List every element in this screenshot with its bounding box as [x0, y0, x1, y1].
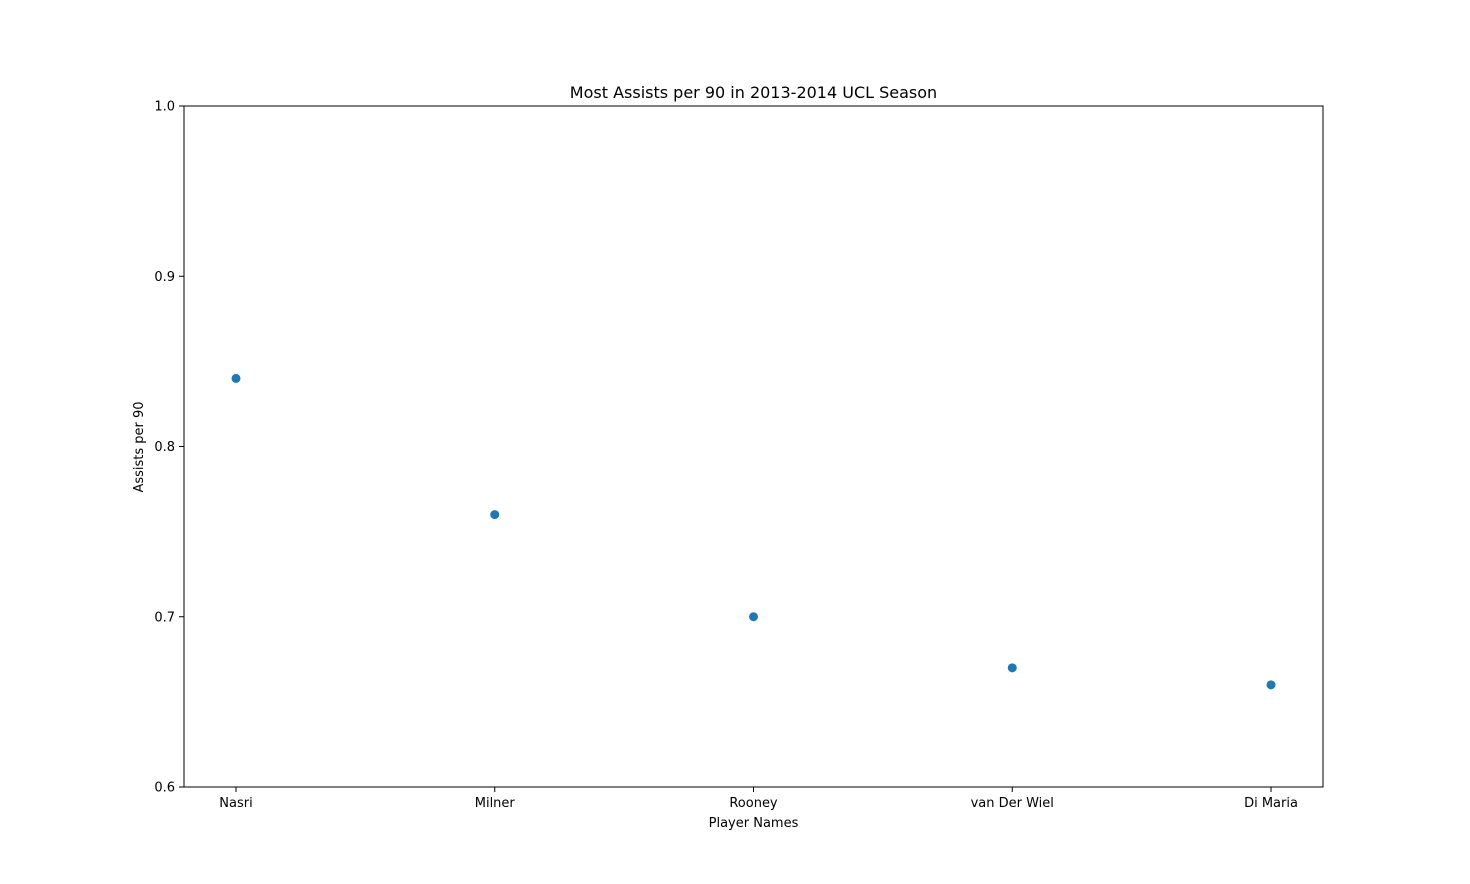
y-tick-label: 0.8 — [154, 440, 175, 455]
x-tick-label: Nasri — [219, 796, 252, 811]
x-tick-label: van Der Wiel — [971, 796, 1054, 811]
x-axis: Nasri Milner Rooney van Der Wiel Di Maria — [219, 787, 1298, 811]
chart-title: Most Assists per 90 in 2013-2014 UCL Sea… — [570, 83, 937, 102]
y-axis-label: Assists per 90 — [132, 401, 147, 492]
y-tick-label: 0.9 — [154, 270, 175, 285]
data-point — [231, 373, 241, 383]
data-point — [490, 510, 500, 520]
data-point — [749, 612, 758, 622]
y-tick-label: 1.0 — [154, 100, 175, 115]
data-points — [231, 373, 1276, 690]
data-point — [1266, 680, 1276, 690]
y-tick-label: 0.7 — [154, 610, 175, 625]
x-tick-label: Di Maria — [1244, 796, 1298, 811]
x-axis-label: Player Names — [709, 816, 799, 831]
plot-area-frame — [183, 105, 1324, 788]
data-point — [1007, 663, 1017, 673]
y-axis: 0.6 0.7 0.8 0.9 1.0 — [154, 100, 184, 796]
x-tick-label: Rooney — [729, 796, 778, 811]
x-tick-label: Milner — [475, 796, 516, 811]
y-tick-label: 0.6 — [154, 781, 175, 796]
